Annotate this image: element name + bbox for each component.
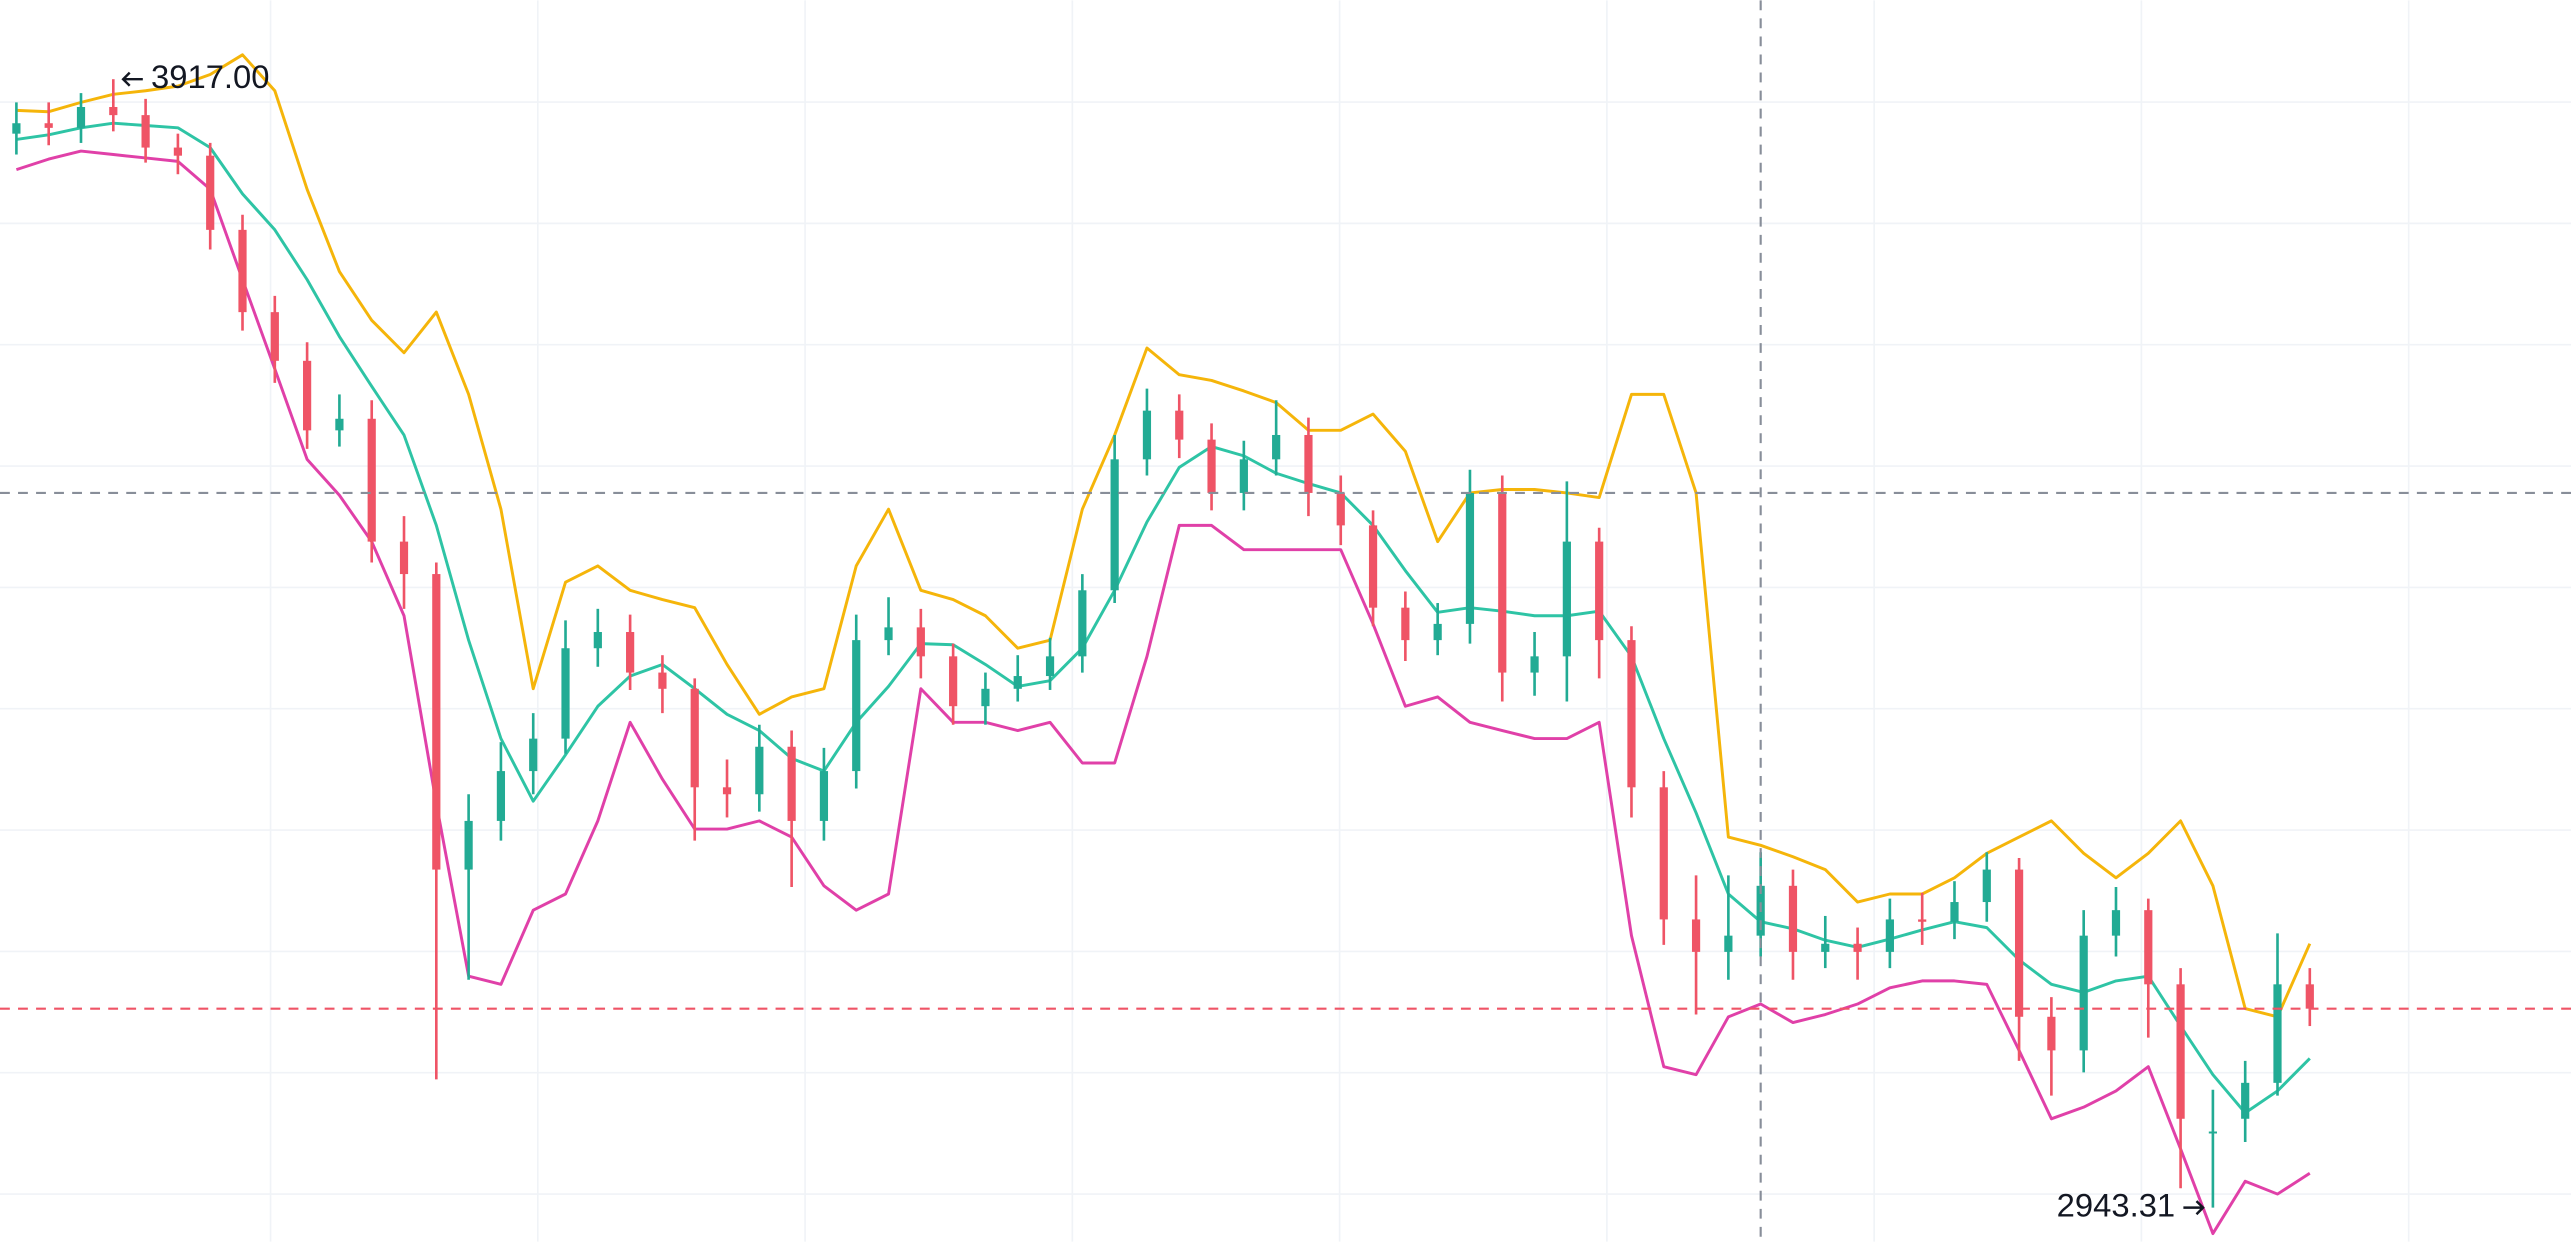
candle-body [1627, 640, 1636, 788]
candle-body [2176, 984, 2185, 1119]
candle-body [2305, 984, 2314, 1009]
candle-body [1401, 607, 1410, 641]
candle-body [1691, 919, 1701, 952]
candle-body [787, 746, 796, 821]
candle-body [1821, 943, 1830, 952]
candle-body [1885, 919, 1894, 952]
candle-body [658, 672, 667, 689]
candle-body [496, 771, 506, 821]
candle-body [238, 229, 247, 313]
candle-body [2111, 910, 2121, 936]
candle-body [2144, 910, 2153, 985]
band-line [16, 53, 2312, 1019]
candle-body [1433, 623, 1442, 641]
candle-body [529, 738, 538, 772]
candle-body [722, 787, 732, 795]
band-line [16, 121, 2311, 1115]
candle-body [1304, 434, 1313, 493]
candle-body [2273, 984, 2282, 1083]
candle-body [2079, 935, 2088, 1051]
candle-body [12, 123, 21, 134]
candle-body [2047, 1016, 2056, 1051]
candle-body [1078, 590, 1087, 657]
candle-body [44, 123, 53, 128]
candle-body [399, 541, 409, 575]
candle-body [1110, 459, 1119, 591]
low-arrow [2183, 1200, 2205, 1216]
candle-body [432, 574, 441, 870]
candle-body [1562, 541, 1571, 657]
candle-body [1724, 935, 1733, 952]
candle-body [109, 107, 118, 116]
candle-body [916, 627, 925, 657]
candle-body [173, 147, 183, 156]
candle-body [1336, 492, 1345, 526]
candle-body [1530, 656, 1539, 673]
candle-body [561, 648, 570, 739]
candle-body [206, 155, 215, 230]
candle-body [1595, 541, 1604, 641]
candles [12, 79, 2314, 1208]
candle-body [2014, 869, 2024, 1017]
candle-body [335, 418, 344, 431]
candle-body [1272, 434, 1281, 460]
candle-body [593, 632, 602, 649]
candle-body [1950, 902, 1959, 922]
candle-body [626, 632, 635, 673]
candle-body [1788, 885, 1798, 952]
candle-body [270, 312, 279, 361]
high-label: 3917.00 [151, 58, 270, 95]
candle-body [690, 688, 699, 788]
candle-body [1659, 787, 1668, 920]
candle-body [1465, 492, 1475, 624]
candle-body [303, 360, 312, 431]
candle-body [1853, 943, 1862, 952]
candle-body [464, 820, 473, 870]
candle-body [1918, 919, 1927, 922]
candle-body [1498, 492, 1507, 673]
candle-body [949, 656, 958, 707]
candle-body [141, 115, 150, 148]
candle-body [2241, 1082, 2250, 1119]
candle-body [1142, 410, 1152, 460]
candle-body [1175, 410, 1184, 440]
low-label: 2943.31 [2057, 1186, 2176, 1223]
candle-body [2208, 1131, 2217, 1134]
candle-body [1045, 656, 1055, 677]
band-line [15, 149, 2311, 1236]
candle-body [1239, 459, 1248, 493]
candle-body [1982, 869, 1991, 903]
candle-body [884, 627, 893, 641]
candle-body [1207, 439, 1216, 493]
bands [15, 53, 2312, 1236]
candle-body [367, 418, 376, 542]
candle-body [76, 107, 86, 128]
candle-body [755, 746, 764, 795]
candle-body [819, 771, 829, 821]
candle-body [1368, 525, 1378, 608]
candle-body [852, 640, 861, 772]
candle-body [1013, 676, 1022, 689]
high-arrow [121, 71, 143, 87]
candle-body [981, 688, 990, 707]
